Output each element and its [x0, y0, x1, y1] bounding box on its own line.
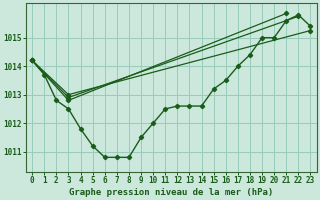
X-axis label: Graphe pression niveau de la mer (hPa): Graphe pression niveau de la mer (hPa) [69, 188, 274, 197]
